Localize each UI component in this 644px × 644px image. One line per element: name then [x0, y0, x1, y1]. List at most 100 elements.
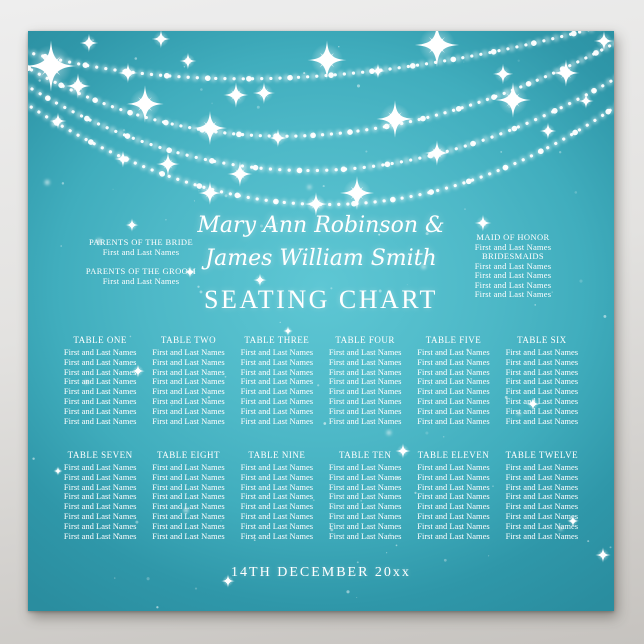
- wedding-seating-chart-poster: PARENTS OF THE BRIDE First and Last Names…: [28, 31, 614, 611]
- guest-name: First and Last Names: [328, 481, 402, 492]
- guest-name: First and Last Names: [152, 395, 225, 406]
- role-name: First and Last Names: [474, 289, 552, 299]
- table-group: TABLE NINE First and Last Names First and …: [235, 449, 319, 541]
- guest-name: First and Last Names: [505, 386, 579, 397]
- couple-name-line2: James William Smith: [205, 246, 437, 271]
- guest-name: First and Last Names: [63, 376, 137, 387]
- guest-name: First and Last Names: [152, 481, 225, 492]
- guest-name: First and Last Names: [240, 386, 314, 397]
- couple-name-line1: Mary Ann Robinson &: [197, 213, 445, 238]
- guest-name: First and Last Names: [328, 520, 402, 531]
- guest-name: First and Last Names: [505, 471, 579, 482]
- guest-name: First and Last Names: [328, 395, 402, 406]
- table-name: TABLE ELEVEN: [417, 450, 490, 460]
- guest-name: First and Last Names: [505, 405, 579, 416]
- guest-name: First and Last Names: [152, 405, 225, 416]
- guest-name: First and Last Names: [417, 405, 490, 416]
- guest-name: First and Last Names: [240, 520, 314, 531]
- table-group: TABLE EIGHT First and Last Names First and…: [146, 449, 230, 541]
- guest-name: First and Last Names: [240, 405, 314, 416]
- table-name: TABLE TEN: [338, 450, 392, 460]
- guest-name: First and Last Names: [63, 501, 137, 512]
- guest-name: First and Last Names: [417, 366, 490, 377]
- role-group: PARENTS OF THE GROOM First and Last Names: [60, 266, 222, 286]
- guest-name: First and Last Names: [328, 462, 402, 472]
- guest-name: First and Last Names: [505, 462, 579, 472]
- role-group: PARENTS OF THE BRIDE First and Last Names: [60, 237, 222, 257]
- role-name: First and Last Names: [102, 246, 180, 257]
- guest-name: First and Last Names: [63, 395, 137, 406]
- bride-groom-parents-list: PARENTS OF THE BRIDE First and Last Names…: [60, 237, 222, 296]
- guest-name: First and Last Names: [152, 471, 225, 482]
- guest-name: First and Last Names: [328, 405, 402, 416]
- guest-name: First and Last Names: [328, 366, 402, 377]
- guest-name: First and Last Names: [63, 510, 137, 521]
- guest-name: First and Last Names: [152, 462, 225, 472]
- table-group: TABLE TWO First and Last Names First and L…: [146, 334, 230, 426]
- guest-name: First and Last Names: [417, 520, 490, 531]
- guest-name: First and Last Names: [152, 415, 225, 426]
- table-group: TABLE SIX First and Last Names First and L…: [500, 334, 584, 426]
- guest-name: First and Last Names: [240, 481, 314, 492]
- guest-name: First and Last Names: [63, 356, 137, 367]
- table-group: TABLE ELEVEN First and Last Names First an…: [411, 449, 495, 541]
- guest-name: First and Last Names: [240, 356, 314, 367]
- guest-name: First and Last Names: [417, 510, 490, 521]
- guest-name: First and Last Names: [240, 491, 314, 502]
- role-name: First and Last Names: [474, 270, 552, 280]
- seating-chart-heading: SEATING CHART: [204, 285, 438, 314]
- guest-name: First and Last Names: [152, 347, 225, 357]
- role-name: First and Last Names: [102, 275, 180, 286]
- guest-name: First and Last Names: [417, 501, 490, 512]
- guest-name: First and Last Names: [505, 481, 579, 492]
- guest-name: First and Last Names: [505, 395, 579, 406]
- guest-name: First and Last Names: [328, 471, 402, 482]
- guest-name: First and Last Names: [505, 491, 579, 502]
- guest-name: First and Last Names: [417, 356, 490, 367]
- guest-name: First and Last Names: [328, 347, 402, 357]
- guest-name: First and Last Names: [240, 530, 314, 541]
- guest-name: First and Last Names: [417, 462, 490, 472]
- table-name: TABLE THREE: [244, 335, 310, 345]
- guest-name: First and Last Names: [63, 481, 137, 492]
- guest-name: First and Last Names: [152, 376, 225, 387]
- guest-name: First and Last Names: [240, 501, 314, 512]
- guest-name: First and Last Names: [63, 415, 137, 426]
- guest-name: First and Last Names: [63, 386, 137, 397]
- table-name: TABLE SIX: [517, 335, 567, 345]
- tables-row-two: TABLE SEVEN First and Last Names First and…: [58, 449, 584, 541]
- guest-name: First and Last Names: [240, 510, 314, 521]
- guest-name: First and Last Names: [240, 415, 314, 426]
- role-label: MAID OF HONOR: [476, 232, 550, 242]
- poster-content: PARENTS OF THE BRIDE First and Last Names…: [28, 31, 614, 611]
- guest-name: First and Last Names: [63, 462, 137, 472]
- guest-name: First and Last Names: [328, 376, 402, 387]
- guest-name: First and Last Names: [328, 501, 402, 512]
- guest-name: First and Last Names: [152, 386, 225, 397]
- role-label: BRIDESMAIDS: [481, 251, 545, 261]
- guest-name: First and Last Names: [417, 530, 490, 541]
- role-name: First and Last Names: [474, 241, 552, 252]
- guest-name: First and Last Names: [152, 356, 225, 367]
- guest-name: First and Last Names: [417, 376, 490, 387]
- table-group: TABLE FIVE First and Last Names First and …: [411, 334, 495, 426]
- table-name: TABLE ONE: [73, 335, 127, 345]
- table-name: TABLE FIVE: [425, 335, 482, 345]
- guest-name: First and Last Names: [417, 395, 490, 406]
- guest-name: First and Last Names: [63, 405, 137, 416]
- guest-name: First and Last Names: [505, 510, 579, 521]
- guest-name: First and Last Names: [505, 376, 579, 387]
- table-group: TABLE SEVEN First and Last Names First and…: [58, 449, 142, 541]
- guest-name: First and Last Names: [152, 366, 225, 377]
- guest-name: First and Last Names: [240, 462, 314, 472]
- guest-name: First and Last Names: [328, 530, 402, 541]
- guest-name: First and Last Names: [505, 530, 579, 541]
- table-name: TABLE TWELVE: [505, 450, 579, 460]
- guest-name: First and Last Names: [417, 491, 490, 502]
- table-group: TABLE TEN First and Last Names First and L…: [323, 449, 407, 541]
- guest-name: First and Last Names: [417, 481, 490, 492]
- role-group: BRIDESMAIDS First and Last Names First and…: [432, 251, 594, 300]
- guest-name: First and Last Names: [417, 347, 490, 357]
- guest-name: First and Last Names: [328, 510, 402, 521]
- tables-row-one: TABLE ONE First and Last Names First and L…: [58, 334, 584, 426]
